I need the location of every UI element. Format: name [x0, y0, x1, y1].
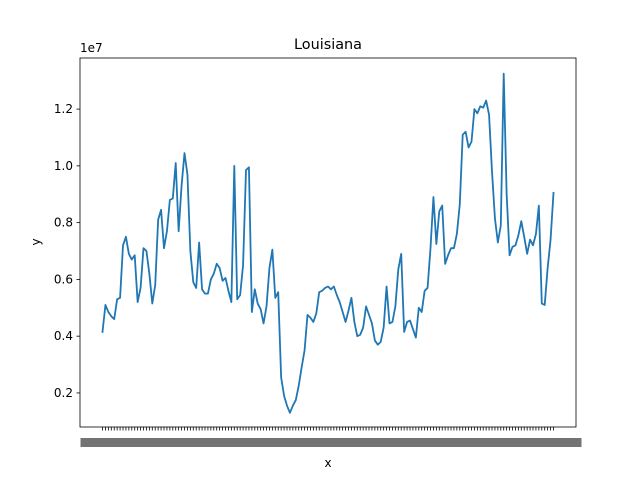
- x-axis-label: x: [324, 456, 331, 470]
- plot-frame: [79, 57, 577, 428]
- plot-area: [80, 58, 576, 427]
- y-tick-label: 1.2: [54, 102, 73, 116]
- y-tick-label: 0.4: [54, 329, 73, 343]
- y-tick-label: 0.2: [54, 386, 73, 400]
- y-tick-label: 0.8: [54, 216, 73, 230]
- chart-title: Louisiana: [294, 37, 362, 53]
- y-tick-label: 1.0: [54, 159, 73, 173]
- y-tick-label: 0.6: [54, 272, 73, 286]
- y-axis: 0.2 0.4 0.6 0.8 1.0 1.2: [54, 102, 80, 400]
- x-axis: [80, 427, 582, 447]
- series-line: [101, 72, 555, 414]
- y-axis-label: y: [29, 238, 43, 245]
- y-offset-label: 1e7: [80, 41, 103, 55]
- x-tick-labels-overlap: [80, 438, 582, 447]
